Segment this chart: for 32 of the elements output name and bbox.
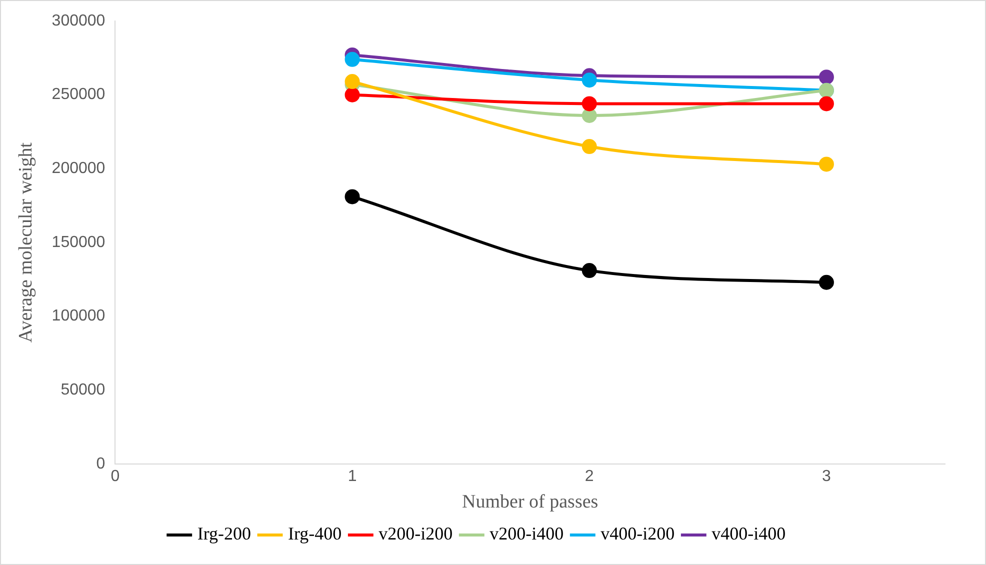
x-tick-label: 2: [584, 468, 594, 486]
legend-label: v400-i200: [600, 524, 675, 544]
point: [582, 108, 597, 124]
point: [582, 96, 597, 112]
y-tick-label: 150000: [52, 234, 106, 251]
x-tick-label: 3: [822, 468, 832, 486]
point: [818, 156, 834, 172]
y-tick-label: 200000: [52, 160, 106, 178]
point: [582, 263, 597, 278]
point: [818, 274, 834, 290]
legend-label: Irg-400: [288, 524, 342, 544]
point: [344, 52, 360, 67]
legend-label: Irg-200: [197, 524, 252, 544]
point: [818, 70, 834, 85]
x-axis-title: Number of passes: [462, 492, 598, 513]
y-tick-label: 250000: [52, 86, 106, 104]
point: [344, 87, 360, 102]
y-axis-title: Average molecular weight: [15, 142, 36, 343]
y-tick-label: 0: [96, 455, 106, 472]
point: [582, 139, 597, 154]
legend-label: v200-i200: [378, 524, 453, 544]
point: [344, 74, 360, 90]
x-tick-label: 0: [110, 468, 120, 486]
point: [344, 189, 360, 204]
y-tick-label: 50000: [60, 382, 106, 399]
point: [582, 72, 597, 88]
point: [818, 96, 834, 112]
x-tick-label: 1: [348, 468, 357, 486]
legend-label: v400-i400: [712, 524, 786, 544]
y-tick-label: 300000: [52, 12, 106, 30]
legend-label: v200-i400: [490, 524, 564, 544]
y-tick-label: 100000: [52, 308, 106, 325]
